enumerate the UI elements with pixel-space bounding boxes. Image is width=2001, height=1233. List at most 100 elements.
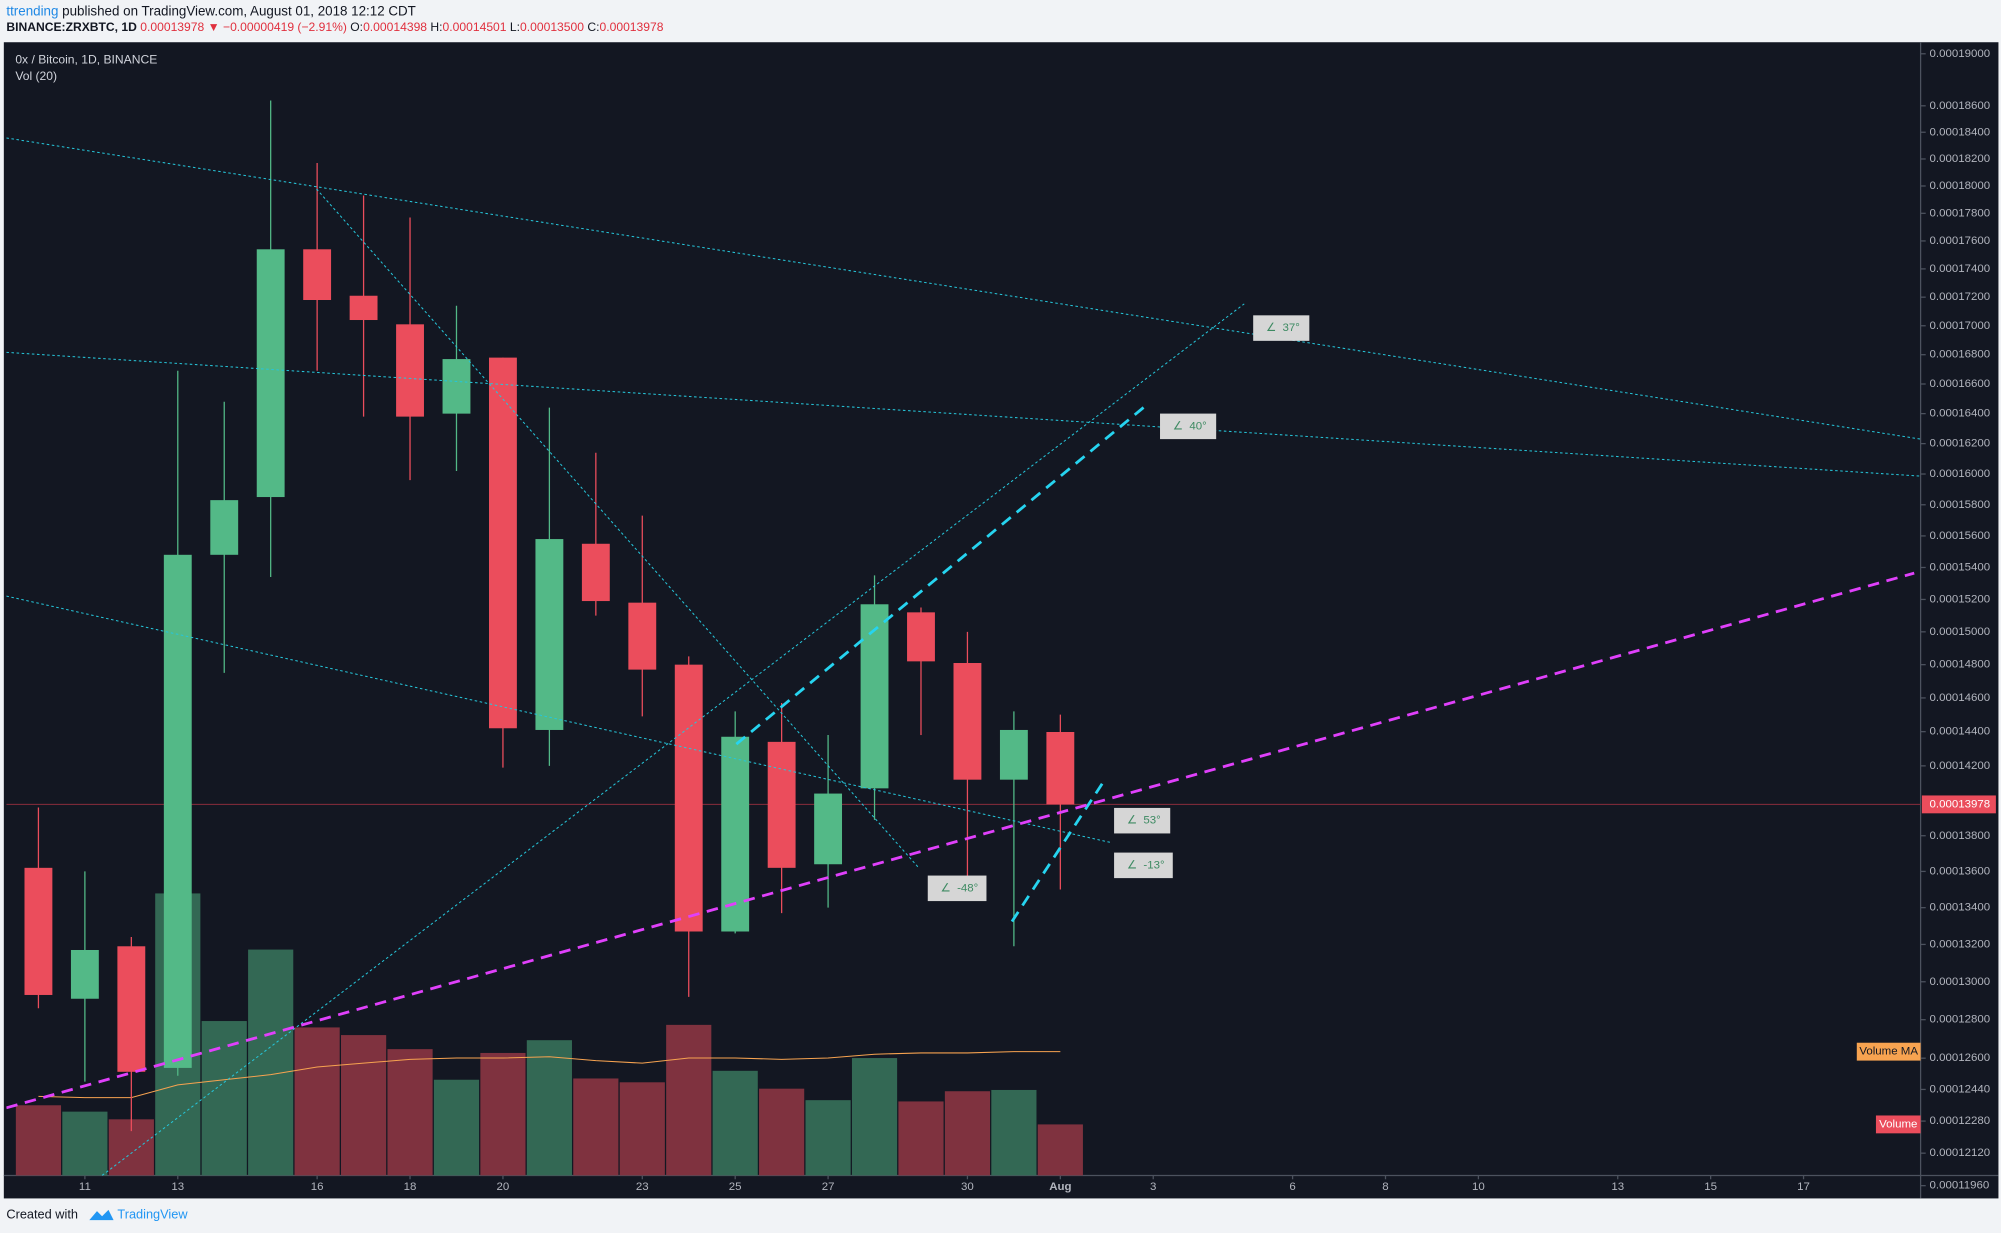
candle-body [999,729,1028,780]
y-tick-label: 0.00013200 [1930,938,1991,950]
l: 0.00013500 [520,20,584,34]
y-tick-label: 0.00015800 [1930,499,1991,511]
x-tick-label: 13 [171,1181,184,1193]
legend-label: Volume MA [1859,1046,1918,1058]
angle-box[interactable] [1114,807,1171,834]
footer-created: Created with [6,1206,78,1221]
x-tick-label: 25 [729,1181,742,1193]
trend-line[interactable] [1010,780,1106,923]
volume-layer [15,893,1083,1176]
y-tick-label: 0.00015400 [1930,562,1991,574]
h-label: H: [430,20,442,34]
y-tick-label: 0.00016600 [1930,378,1991,390]
x-tick-label: Aug [1049,1181,1071,1193]
y-tick-label: 0.00013600 [1930,865,1991,877]
angle-label: -13° [1143,859,1164,871]
trend-line[interactable] [735,402,1150,746]
angle-box[interactable] [1253,315,1310,341]
change: −0.00000419 (−2.91%) [223,20,347,34]
footer-brand[interactable]: TradingView [117,1206,188,1221]
volume-bar [991,1089,1037,1176]
volume-bar [619,1082,665,1176]
x-tick-label: 8 [1382,1181,1388,1193]
last-price-label: 0.00013978 [1930,798,1991,810]
trend-line[interactable] [6,571,1915,1110]
c: 0.00013978 [600,20,664,34]
y-tick-label: 0.00014800 [1930,659,1991,671]
candle-body [163,554,192,1068]
candle-body [953,663,982,780]
y-tick-label: 0.00018600 [1930,100,1991,112]
candle-body [24,867,53,995]
y-tick-label: 0.00017200 [1930,291,1991,303]
candle-body [1046,731,1075,805]
candle-body [117,946,146,1072]
candle-body [210,500,239,555]
candle-body [442,359,471,414]
x-tick-label: 30 [961,1181,974,1193]
angle-icon: ∠ [1173,420,1183,432]
trend-line[interactable] [316,188,920,869]
c-label: C: [587,20,599,34]
x-tick-label: 16 [311,1181,324,1193]
y-tick-label: 0.00018200 [1930,153,1991,165]
volume-bar [248,949,294,1176]
y-tick-label: 0.00016200 [1930,438,1991,450]
candle-body [535,539,564,730]
angle-labels: ∠ 37° ∠ 40° ∠ 53° ∠ -13° ∠ -48° [927,315,1310,902]
candle-body [349,295,378,321]
y-tick-label: 0.00012440 [1930,1083,1991,1095]
volume-bar [294,1027,340,1176]
author[interactable]: ttrending [6,3,58,18]
x-tick-label: 20 [497,1181,510,1193]
angle-icon: ∠ [1127,859,1137,871]
volume-bar [62,1111,108,1176]
x-tick-label: 6 [1289,1181,1295,1193]
candle-body [860,604,889,789]
volume-title: Vol (20) [15,69,57,83]
candle-body [303,249,332,301]
angle-box[interactable] [1160,413,1217,440]
y-tick-label: 0.00017800 [1930,207,1991,219]
volume-bar [433,1079,480,1176]
y-tick-label: 0.00018000 [1930,180,1991,192]
volume-bar [712,1070,758,1176]
volume-bar [201,1021,247,1176]
volume-bar [480,1052,526,1176]
angle-label: 37° [1283,322,1300,334]
y-tick-label: 0.00018400 [1930,126,1991,138]
candle-body [907,612,935,662]
y-tick-label: 0.00017400 [1930,263,1991,275]
volume-bar [666,1024,712,1176]
y-tick-label: 0.00014200 [1930,760,1991,772]
y-tick-label: 0.00012120 [1930,1147,1991,1159]
angle-box[interactable] [1114,852,1173,879]
x-tick-label: 18 [404,1181,417,1193]
x-tick-label: 17 [1797,1181,1810,1193]
trend-line[interactable] [6,351,1921,477]
y-tick-label: 0.00017000 [1930,320,1991,332]
volume-ma-line [38,1051,1061,1099]
chart-title: 0x / Bitcoin, 1D, BINANCE [15,52,157,66]
candle-body [767,741,796,868]
trend-line[interactable] [6,137,1921,440]
candle-body [256,249,285,498]
volume-bar [340,1035,387,1176]
angle-box[interactable] [927,875,987,902]
candle-body [721,736,750,932]
published: published on TradingView.com, August 01,… [62,3,416,18]
y-tick-label: 0.00013400 [1930,902,1991,914]
y-tick-label: 0.00014600 [1930,692,1991,704]
y-tick-label: 0.00016000 [1930,468,1991,480]
brand-logo [89,1209,114,1221]
volume-bar [944,1091,991,1176]
y-tick-label: 0.00016800 [1930,349,1991,361]
x-tick-label: 13 [1611,1181,1624,1193]
volume-bar [805,1100,851,1176]
legend-label: Volume [1879,1118,1917,1130]
last-price-badge [1921,795,1996,814]
x-tick-label: 15 [1704,1181,1717,1193]
y-tick-label: 0.00019000 [1930,48,1991,60]
